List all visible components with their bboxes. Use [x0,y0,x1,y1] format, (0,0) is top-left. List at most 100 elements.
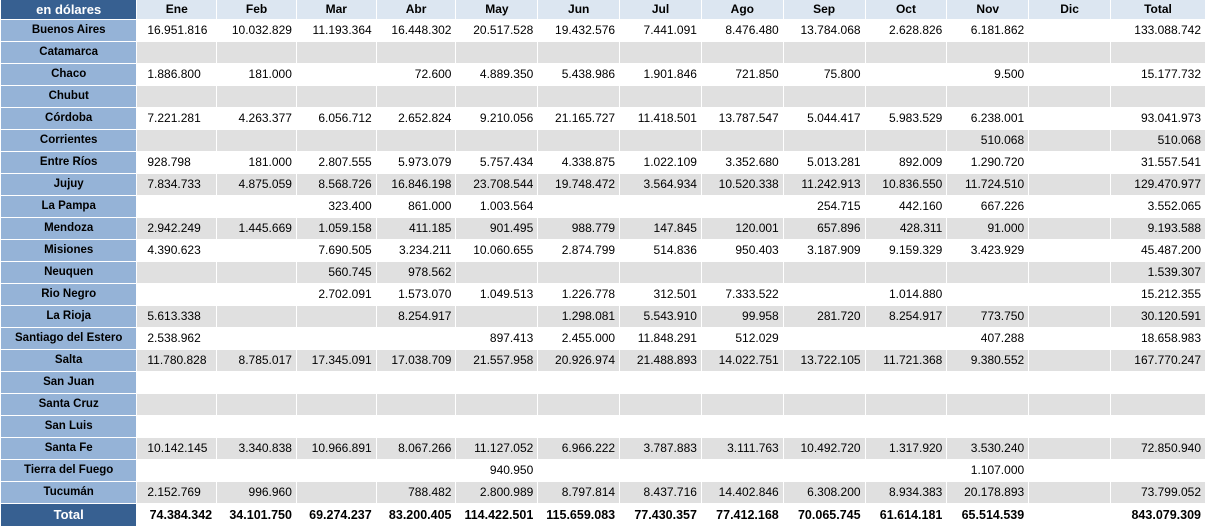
value-cell: 8.934.383 [865,482,947,504]
value-cell [947,284,1029,306]
value-cell: 4.889.350 [456,64,538,86]
value-cell [947,42,1029,64]
month-header: Ene [137,0,217,20]
province-label: Tierra del Fuego [1,460,137,482]
value-cell: 16.846.198 [376,174,456,196]
value-cell [783,416,865,438]
value-cell: 14.402.846 [701,482,783,504]
province-label: Chubut [1,86,137,108]
value-cell: 2.628.826 [865,20,947,42]
value-cell [701,460,783,482]
province-label: Rio Negro [1,284,137,306]
value-cell: 16.951.816 [137,20,217,42]
total-value-cell: 77.430.357 [620,504,701,527]
value-cell [865,42,947,64]
value-cell [783,394,865,416]
value-cell: 10.142.145 [137,438,217,460]
province-label: La Rioja [1,306,137,328]
value-cell [456,306,538,328]
value-cell: 1.059.158 [296,218,376,240]
value-cell [456,42,538,64]
value-cell [1029,416,1110,438]
value-cell: 14.022.751 [701,350,783,372]
value-cell: 1.573.070 [376,284,456,306]
total-label: Total [1,504,137,527]
value-cell: 3.352.680 [701,152,783,174]
value-cell: 411.185 [376,218,456,240]
value-cell: 442.160 [865,196,947,218]
table-footer: Total 74.384.342 34.101.750 69.274.237 83.2… [1,504,1205,527]
value-cell [865,416,947,438]
value-cell [1029,350,1110,372]
value-cell [1029,174,1110,196]
value-cell [456,86,538,108]
value-cell [376,86,456,108]
value-cell [538,130,620,152]
value-cell [296,42,376,64]
table-row: Rio Negro 2.702.091 1.573.070 1.049.513 1.22… [1,284,1205,306]
value-cell: 129.470.977 [1110,174,1205,196]
value-cell: 11.780.828 [137,350,217,372]
province-label: La Pampa [1,196,137,218]
value-cell: 15.212.355 [1110,284,1205,306]
value-cell [538,372,620,394]
total-value-cell: 115.659.083 [538,504,620,527]
total-value-cell: 61.614.181 [865,504,947,527]
value-cell [1029,64,1110,86]
value-cell [1110,460,1205,482]
value-cell [1029,130,1110,152]
value-cell: 5.013.281 [783,152,865,174]
province-label: Jujuy [1,174,137,196]
value-cell: 1.003.564 [456,196,538,218]
value-cell: 21.557.958 [456,350,538,372]
value-cell [217,394,296,416]
value-cell [1029,460,1110,482]
value-cell [947,86,1029,108]
value-cell: 988.779 [538,218,620,240]
value-cell: 5.973.079 [376,152,456,174]
table-row: Chaco 1.886.800 181.000 72.600 4.889.350 5.43… [1,64,1205,86]
value-cell [456,262,538,284]
value-cell: 99.958 [701,306,783,328]
value-cell [217,196,296,218]
table-row: La Rioja 5.613.338 8.254.917 1.298.081 5.543… [1,306,1205,328]
value-cell [376,416,456,438]
value-cell: 5.543.910 [620,306,701,328]
value-cell [456,372,538,394]
total-value-cell: 77.412.168 [701,504,783,527]
month-header: Nov [947,0,1029,20]
value-cell: 6.238.001 [947,108,1029,130]
value-cell: 7.690.505 [296,240,376,262]
value-cell: 940.950 [456,460,538,482]
value-cell [620,130,701,152]
value-cell: 2.702.091 [296,284,376,306]
value-cell: 11.721.368 [865,350,947,372]
value-cell: 120.001 [701,218,783,240]
value-cell: 10.836.550 [865,174,947,196]
value-cell [620,372,701,394]
month-header: May [456,0,538,20]
value-cell: 19.432.576 [538,20,620,42]
value-cell [865,262,947,284]
value-cell: 1.298.081 [538,306,620,328]
table-row: Córdoba 7.221.281 4.263.377 6.056.712 2.652.… [1,108,1205,130]
month-header: Abr [376,0,456,20]
value-cell: 8.797.814 [538,482,620,504]
value-cell [217,460,296,482]
value-cell: 11.127.052 [456,438,538,460]
value-cell: 45.487.200 [1110,240,1205,262]
value-cell [538,42,620,64]
value-cell [296,416,376,438]
value-cell: 72.850.940 [1110,438,1205,460]
value-cell [1110,416,1205,438]
value-cell: 15.177.732 [1110,64,1205,86]
month-header: Ago [701,0,783,20]
value-cell: 11.242.913 [783,174,865,196]
table-row: Neuquen 560.745 978.562 1.539.307 [1,262,1205,284]
value-cell [865,86,947,108]
value-cell [538,196,620,218]
province-label: Catamarca [1,42,137,64]
value-cell: 721.850 [701,64,783,86]
value-cell [376,394,456,416]
value-cell: 75.800 [783,64,865,86]
